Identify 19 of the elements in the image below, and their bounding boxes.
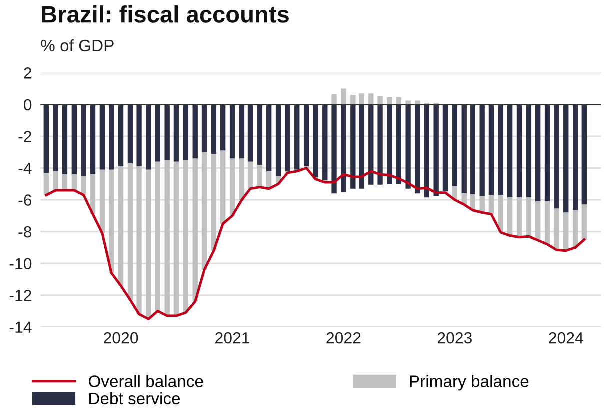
x-tick-label: 2020 (104, 332, 138, 344)
y-tick-label: -6 (18, 194, 32, 206)
y-tick-label: -14 (10, 322, 32, 333)
x-tick-label: 2024 (549, 332, 584, 344)
chart-subtitle: % of GDP (41, 39, 114, 52)
x-tick-label: 2022 (326, 332, 361, 344)
y-tick-label: -12 (10, 290, 32, 302)
x-tick-label: 2021 (216, 332, 250, 344)
y-tick-label: -4 (18, 163, 32, 174)
legend-label: Primary balance (410, 375, 529, 391)
y-tick-label: -8 (18, 226, 32, 238)
y-tick-label: 2 (24, 68, 32, 79)
x-tick-label: 2023 (438, 332, 472, 344)
legend-label: Overall balance (88, 375, 204, 388)
y-tick-label: 0 (24, 99, 32, 111)
y-tick-label: -10 (10, 258, 32, 270)
y-tick-label: -2 (18, 131, 32, 142)
legend-label: Debt service (90, 392, 180, 405)
chart-title: Brazil: fiscal accounts (42, 6, 289, 23)
